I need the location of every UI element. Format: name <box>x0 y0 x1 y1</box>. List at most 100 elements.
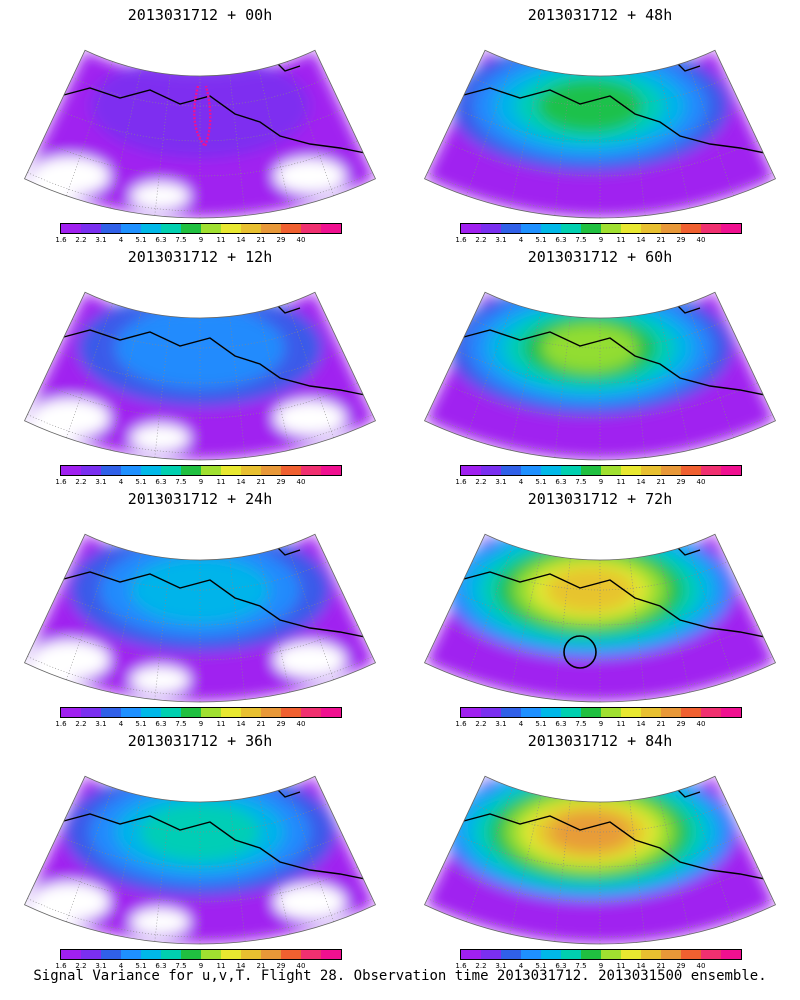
map-boundary <box>423 775 777 945</box>
colorbar-tick-label: 11 <box>216 478 226 486</box>
colorbar-segment <box>321 950 341 959</box>
colorbar-tick-label: 2.2 <box>475 962 487 970</box>
colorbar-tick-label: 7.5 <box>175 478 187 486</box>
coastline <box>29 87 371 155</box>
colorbar-tick-label: 6.3 <box>155 236 167 244</box>
colorbar-segment <box>621 950 641 959</box>
colorbar-segment <box>241 950 261 959</box>
colorbar-tick-label: 4 <box>518 478 524 486</box>
colorbar-tick-label: 11 <box>616 478 626 486</box>
forecast-panel: 2013031712 + 60h 1.6 2.2 3.1 4 5.1 6.3 7.5 9 11 14… <box>400 242 800 486</box>
colorbar-tick-label: 11 <box>216 962 226 970</box>
colorbar-labels: 1.6 2.2 3.1 4 5.1 6.3 7.5 9 11 14 21 29 40 <box>55 478 360 488</box>
latitude-line <box>27 656 373 696</box>
missing-data-patch <box>30 882 110 922</box>
colorbar-segment <box>701 950 721 959</box>
colorbar-tick-label: 29 <box>676 236 686 244</box>
colorbar-tick-label: 1.6 <box>55 962 67 970</box>
latitude-line <box>57 592 343 626</box>
colorbar-segment <box>661 950 681 959</box>
map-boundary <box>423 533 777 703</box>
latitude-line <box>427 414 773 454</box>
colorbar-tick-label: 2.2 <box>75 478 87 486</box>
colorbar-segment <box>581 708 601 717</box>
colorbar-segment <box>481 950 501 959</box>
colorbar-tick-label: 5.1 <box>535 236 547 244</box>
colorbar-segment <box>181 950 201 959</box>
colorbar-segment <box>201 224 221 233</box>
colorbar-segment <box>721 224 741 233</box>
colorbar-segment <box>461 466 481 475</box>
colorbar-segment <box>721 950 741 959</box>
colorbar-segment <box>481 708 501 717</box>
colorbar-tick-label: 5.1 <box>535 478 547 486</box>
colorbar-segment <box>661 224 681 233</box>
colorbar-segment <box>621 708 641 717</box>
latitude-line <box>427 656 773 696</box>
colorbar-tick-label: 7.5 <box>175 236 187 244</box>
colorbar-tick-label: 21 <box>256 478 266 486</box>
coastline <box>429 813 771 881</box>
colorbar-tick-label: 14 <box>236 962 246 970</box>
colorbar-tick-label: 9 <box>198 478 204 486</box>
missing-data-patch <box>30 640 110 680</box>
colorbar-tick-label: 4 <box>518 962 524 970</box>
colorbar-segment <box>641 224 661 233</box>
colorbar-tick-label: 2.2 <box>475 236 487 244</box>
colorbar-segment <box>241 224 261 233</box>
colorbar-segment <box>461 708 481 717</box>
colorbar-segment <box>241 466 261 475</box>
colorbar-tick-label: 6.3 <box>555 478 567 486</box>
colorbar <box>460 949 742 960</box>
colorbar-tick-label: 4 <box>118 478 124 486</box>
colorbar-segment <box>541 466 561 475</box>
colorbar-tick-label: 14 <box>236 720 246 728</box>
colorbar-tick-label: 7.5 <box>175 962 187 970</box>
colorbar-segment <box>581 466 601 475</box>
colorbar-segment <box>561 466 581 475</box>
colorbar-tick-label: 9 <box>198 962 204 970</box>
forecast-panel: 2013031712 + 12h 1.6 2.2 3.1 4 5.1 6.3 7.5 9 11 14… <box>0 242 400 486</box>
colorbar-segment <box>601 950 621 959</box>
colorbar-segment <box>321 708 341 717</box>
colorbar-segment <box>501 950 521 959</box>
flight-track <box>193 85 212 149</box>
colorbar-segment <box>141 708 161 717</box>
colorbar-tick-label: 7.5 <box>575 720 587 728</box>
panel-title: 2013031712 + 24h <box>127 490 273 508</box>
colorbar-tick-label: 9 <box>598 236 604 244</box>
colorbar-tick-label: 2.2 <box>75 236 87 244</box>
colorbar-segment <box>701 466 721 475</box>
highlight-circle <box>563 635 597 669</box>
colorbar-tick-label: 9 <box>598 962 604 970</box>
colorbar-labels: 1.6 2.2 3.1 4 5.1 6.3 7.5 9 11 14 21 29 40 <box>55 962 360 972</box>
missing-data-patch <box>274 884 346 920</box>
coastline <box>29 571 371 639</box>
colorbar-segment <box>61 224 81 233</box>
colorbar-tick-label: 21 <box>256 962 266 970</box>
colorbar-segment <box>521 950 541 959</box>
colorbar-tick-label: 6.3 <box>155 478 167 486</box>
colorbar-tick-label: 11 <box>216 720 226 728</box>
latitude-line <box>27 172 373 212</box>
colorbar <box>60 465 342 476</box>
colorbar-segment <box>681 224 701 233</box>
colorbar-tick-label: 7.5 <box>175 720 187 728</box>
colorbar-tick-label: 7.5 <box>575 236 587 244</box>
colorbar-segment <box>61 466 81 475</box>
colorbar-tick-label: 2.2 <box>475 720 487 728</box>
colorbar-tick-label: 40 <box>696 720 706 728</box>
missing-data-patch <box>30 398 110 438</box>
variance-map <box>423 775 777 945</box>
colorbar-tick-label: 4 <box>118 720 124 728</box>
colorbar-segment <box>201 950 221 959</box>
colorbar <box>460 223 742 234</box>
colorbar-segment <box>581 950 601 959</box>
colorbar-segment <box>121 224 141 233</box>
colorbar-tick-label: 14 <box>636 236 646 244</box>
colorbar-segment <box>501 224 521 233</box>
colorbar-segment <box>281 224 301 233</box>
missing-data-patch <box>130 182 190 210</box>
colorbar-labels: 1.6 2.2 3.1 4 5.1 6.3 7.5 9 11 14 21 29 40 <box>455 236 760 246</box>
latitude-line <box>427 898 773 938</box>
